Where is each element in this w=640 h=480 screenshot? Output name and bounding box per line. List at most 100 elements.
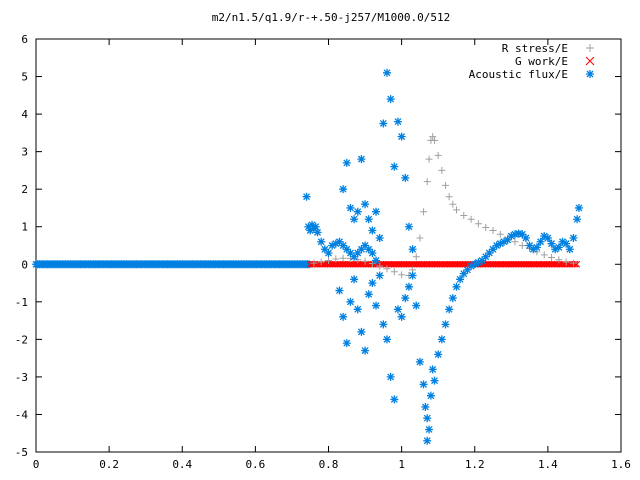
acoustic-flux-point: [401, 173, 410, 182]
g-work-point: [454, 260, 462, 268]
legend-label-acoustic-flux: Acoustic flux/E: [469, 68, 568, 81]
r-stress-point: [474, 220, 482, 228]
r-stress-point: [429, 133, 437, 141]
x-tick-label: 1.4: [538, 458, 558, 471]
acoustic-flux-point: [503, 235, 512, 244]
y-tick-label: -1: [15, 296, 28, 309]
acoustic-flux-point: [481, 252, 490, 261]
acoustic-flux-point: [448, 294, 457, 303]
r-stress-point: [332, 255, 340, 263]
acoustic-flux-point: [375, 271, 384, 280]
g-work-point: [438, 260, 446, 268]
y-tick-label: -3: [15, 371, 28, 384]
g-work-point: [344, 260, 352, 268]
acoustic-flux-point: [328, 241, 337, 250]
g-work-point: [555, 260, 563, 268]
acoustic-flux-point: [353, 207, 362, 216]
acoustic-flux-point: [353, 249, 362, 258]
y-tick-label: 0: [21, 258, 28, 271]
acoustic-flux-point: [393, 305, 402, 314]
g-work-point: [339, 260, 347, 268]
g-work-point: [425, 260, 433, 268]
g-work-point: [552, 260, 559, 268]
g-work-point: [489, 260, 497, 268]
r-stress-point: [438, 166, 446, 174]
acoustic-flux-point: [408, 271, 417, 280]
g-work-point: [329, 260, 337, 268]
g-work-point: [311, 260, 319, 268]
g-work-point: [499, 260, 507, 268]
g-work-point: [445, 260, 452, 268]
x-tick-label: 0.2: [99, 458, 119, 471]
r-stress-point: [383, 265, 391, 273]
acoustic-flux-point: [361, 346, 370, 355]
acoustic-flux-point: [415, 357, 424, 366]
r-stress-point: [368, 260, 376, 268]
g-work-point: [403, 260, 411, 268]
g-work-point: [501, 260, 508, 268]
g-work-point: [494, 260, 502, 268]
g-work-point: [532, 260, 539, 268]
x-tick-label: 0.4: [172, 458, 192, 471]
acoustic-flux-point: [518, 230, 527, 239]
g-work-point: [435, 260, 442, 268]
acoustic-flux-point: [393, 117, 402, 126]
g-work-point: [496, 260, 503, 268]
acoustic-flux-point: [390, 395, 399, 404]
acoustic-flux-point: [445, 305, 454, 314]
r-stress-point: [569, 259, 577, 267]
acoustic-flux-point: [510, 230, 519, 239]
acoustic-flux-point: [425, 425, 434, 434]
acoustic-flux-point: [339, 185, 348, 194]
g-work-point: [397, 260, 405, 268]
g-work-point: [394, 260, 401, 268]
acoustic-flux-point: [437, 335, 446, 344]
g-work-point: [354, 260, 362, 268]
acoustic-flux-point: [350, 275, 359, 284]
r-stress-point: [518, 242, 526, 249]
g-work-point: [336, 260, 344, 268]
acoustic-flux-point: [423, 436, 432, 445]
g-work-point: [504, 260, 512, 268]
g-work-point: [357, 260, 365, 268]
g-work-point: [341, 260, 349, 268]
y-tick-label: -4: [15, 408, 29, 421]
g-work-point: [528, 260, 536, 268]
r-stress-point: [376, 262, 384, 270]
g-work-point: [367, 260, 375, 268]
acoustic-flux-point: [554, 243, 563, 252]
r-stress-point: [425, 155, 433, 163]
r-stress-point: [339, 254, 347, 262]
r-stress-point: [412, 253, 420, 261]
g-work-point: [545, 260, 553, 268]
acoustic-flux-point: [404, 222, 413, 231]
g-work-point: [533, 260, 541, 268]
g-work-point: [538, 260, 546, 268]
g-work-point: [448, 260, 456, 268]
g-work-point: [387, 260, 395, 268]
g-work-point: [509, 260, 516, 268]
g-work-point: [512, 260, 520, 268]
r-stress-point: [482, 223, 490, 231]
acoustic-flux-point: [408, 245, 417, 254]
acoustic-flux-point: [357, 155, 366, 164]
acoustic-flux-point: [404, 282, 413, 291]
g-work-point: [441, 260, 449, 268]
acoustic-flux-point: [492, 241, 501, 250]
g-work-point: [458, 260, 465, 268]
acoustic-flux-point: [386, 372, 395, 381]
g-work-point: [364, 260, 372, 268]
g-work-point: [556, 260, 564, 268]
acoustic-flux-point: [565, 245, 574, 254]
acoustic-flux-point: [551, 245, 560, 254]
acoustic-flux-point: [390, 162, 399, 171]
r-stress-point: [540, 251, 548, 259]
acoustic-flux-point: [456, 275, 465, 284]
g-work-point: [402, 260, 410, 268]
g-work-point: [515, 260, 523, 268]
r-stress-point: [317, 258, 325, 266]
g-work-point: [491, 260, 498, 268]
g-work-point: [415, 260, 423, 268]
acoustic-flux-point: [311, 222, 320, 231]
acoustic-flux-point: [459, 269, 468, 278]
